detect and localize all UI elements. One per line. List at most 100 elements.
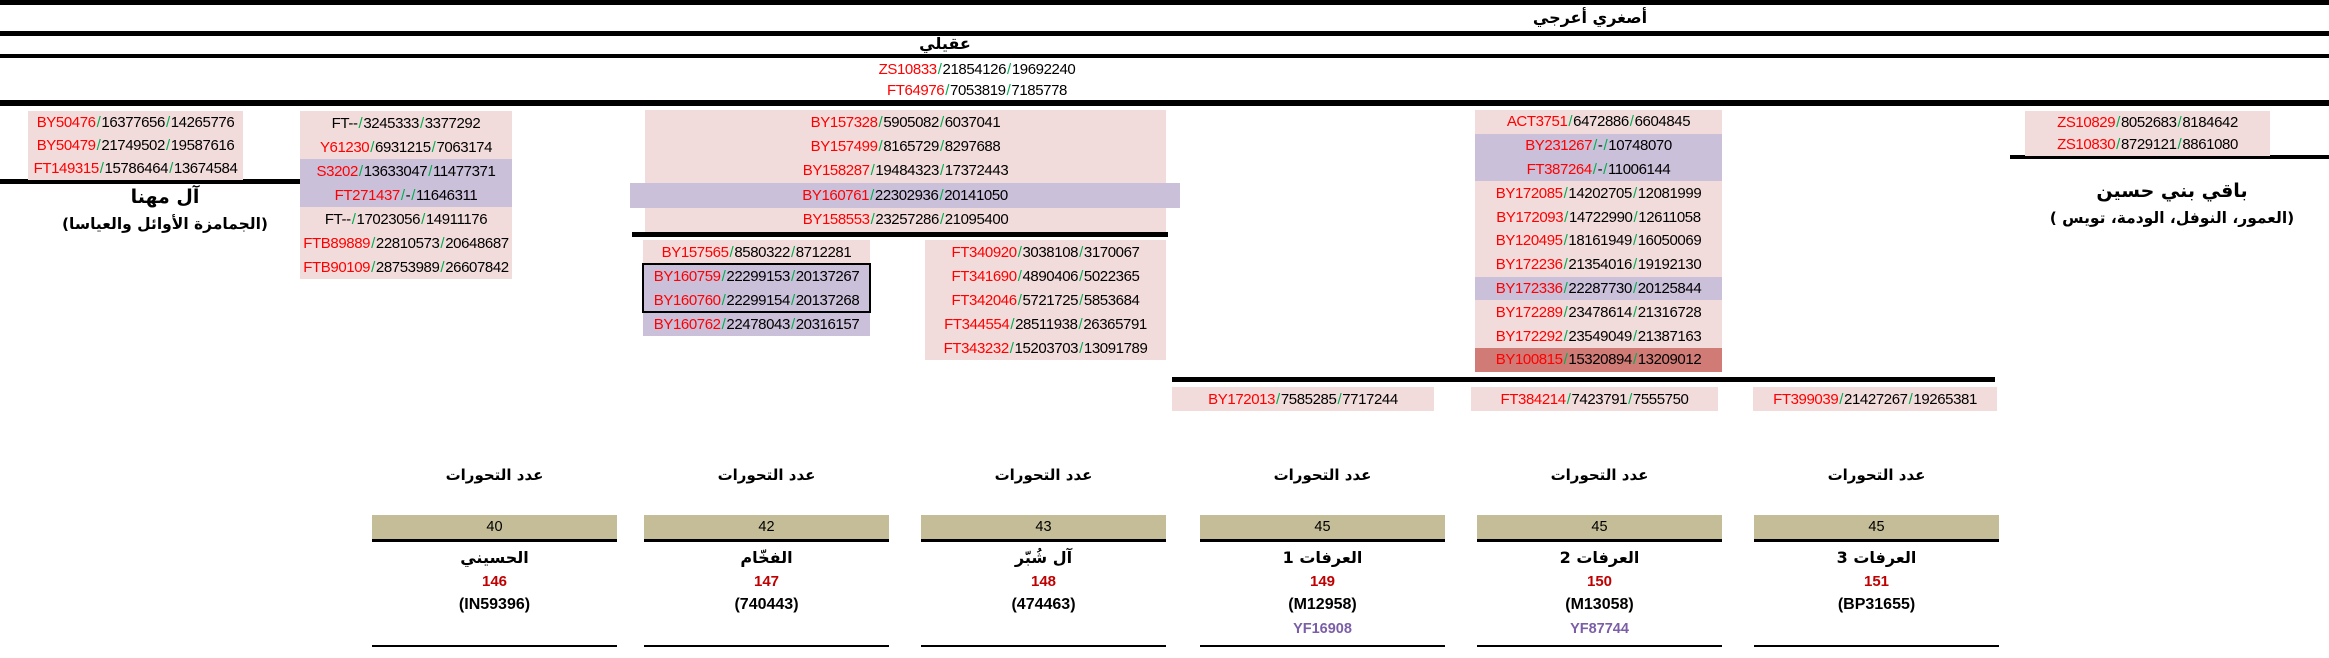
kit-number: (474463) (1011, 596, 1076, 613)
slash-separator: / (1603, 160, 1607, 178)
position-value: 20137268 (795, 291, 860, 309)
spacer (372, 492, 617, 515)
slash-separator: / (165, 114, 170, 131)
snp-row: FT399039/21427267/19265381 (1753, 387, 1997, 411)
snp-id: BY158553 (802, 211, 870, 229)
slash-separator: / (1563, 184, 1568, 202)
position-value: 13209012 (1637, 351, 1702, 369)
slash-separator: / (1592, 160, 1597, 178)
caption-bani-hussein: باقي بني حسين (العمور، النوفل، الودمة، ت… (2015, 180, 2329, 227)
position-value: 22287730 (1568, 279, 1632, 297)
snp-id: BY172013 (1208, 390, 1276, 408)
slash-separator: / (1563, 351, 1568, 369)
snp-id: FT149315 (33, 160, 100, 177)
snp-row: BY172336/22287730/20125844 (1475, 276, 1722, 301)
yfull-id (372, 618, 617, 643)
position-value: 14911176 (425, 210, 488, 228)
header-clan-label: عقيلي (919, 34, 971, 53)
snp-row: BY160760/22299154/20137268 (643, 288, 870, 312)
snp-row: FT64976/7053819/7185778 (827, 80, 1127, 101)
slash-separator: / (1632, 279, 1637, 297)
slash-separator: / (2177, 113, 2182, 131)
slash-separator: / (790, 291, 795, 309)
position-value: 3377292 (424, 114, 481, 132)
lineage-column-1: عدد التحورات 40 الحسيني 146 (IN59396) (372, 462, 617, 647)
snp-block-middle: BY157328/5905082/6037041 BY157499/8165729… (630, 110, 1180, 232)
position-value: 11477371 (433, 162, 496, 180)
slash-separator: / (358, 162, 363, 180)
caption-mahanna-title: آل مهنا (130, 186, 200, 208)
slash-separator: / (939, 186, 944, 204)
snp-id: FT64976 (886, 82, 945, 99)
spacer (1754, 492, 1999, 515)
slash-separator: / (878, 113, 883, 131)
snp-row: FT--/3245333/3377292 (300, 111, 512, 135)
position-value: 8712281 (795, 243, 852, 261)
slash-separator: / (99, 160, 104, 177)
yfull-id (921, 618, 1166, 643)
lineage-column-6: عدد التحورات 45 العرفات 3 151 (BP31655) (1754, 462, 1999, 647)
slash-separator: / (2177, 136, 2182, 154)
slash-separator: / (371, 258, 375, 276)
snp-row: BY157499/8165729/8297688 (645, 134, 1166, 159)
spacer (644, 492, 889, 515)
snp-row: FT341690/4890406/5022365 (925, 264, 1166, 288)
snp-id: BY157499 (810, 138, 878, 156)
position-value: 13633047 (363, 162, 428, 180)
mutation-count-value: 45 (1477, 515, 1722, 542)
position-value: 20648687 (445, 234, 509, 252)
kit-number: (IN59396) (458, 596, 531, 613)
cumulative-number: 150 (1586, 573, 1613, 590)
position-value: 28511938 (1015, 315, 1078, 333)
snp-row: ACT3751/6472886/6604845 (1475, 110, 1722, 134)
position-value: 8165729 (883, 138, 939, 156)
divider-line-act-bottom (1172, 377, 1995, 382)
slash-separator: / (440, 258, 445, 276)
snp-row: BY172093/14722990/12611058 (1475, 205, 1722, 229)
slash-separator: / (165, 137, 170, 154)
snp-block-right: ZS10829/8052683/8184642 ZS10830/8729121/8… (2025, 111, 2270, 156)
snp-id: BY160760 (653, 291, 721, 309)
cumulative-number: 148 (1030, 573, 1057, 590)
position-value: 21354016 (1568, 256, 1632, 274)
position-value: 20141050 (944, 186, 1008, 204)
snp-row: FTB90109/28753989/26607842 (300, 255, 512, 279)
divider-line-right (2010, 155, 2329, 159)
position-value: 4890406 (1022, 267, 1079, 285)
slash-separator: / (1017, 291, 1022, 309)
mutation-count-value: 42 (644, 515, 889, 542)
position-value: 6037041 (944, 113, 1001, 131)
position-value: 21095400 (944, 211, 1009, 229)
snp-id: BY172336 (1495, 279, 1563, 297)
lineage-name: آل شُبّر (1014, 548, 1073, 567)
slash-separator: / (428, 162, 433, 180)
snp-block-act: ACT3751/6472886/6604845 BY231267/-/107480… (1475, 110, 1722, 372)
mutation-count-value: 40 (372, 515, 617, 542)
position-value: 13674584 (173, 160, 238, 177)
slash-separator: / (790, 267, 795, 285)
position-value: 10748070 (1608, 137, 1672, 155)
snp-id: BY157565 (661, 243, 729, 261)
cumulative-number: 151 (1863, 573, 1890, 590)
snp-id: BY50476 (36, 114, 96, 131)
slash-separator: / (1566, 390, 1571, 408)
slash-separator: / (1009, 339, 1014, 357)
position-value: 16050069 (1637, 232, 1702, 250)
lineage-name: العرفات 2 (1559, 548, 1640, 567)
slash-separator: / (1563, 232, 1568, 250)
position-value: 13091789 (1083, 339, 1148, 357)
slash-separator: / (1633, 208, 1638, 226)
position-value: 7053819 (950, 82, 1006, 99)
position-value: - (1597, 137, 1603, 155)
snp-id: BY172085 (1495, 184, 1563, 202)
slash-separator: / (400, 186, 405, 204)
kit-number: (740443) (734, 596, 799, 613)
position-value: 21316728 (1637, 303, 1702, 321)
slash-separator: / (1603, 137, 1608, 155)
snp-row: BY231267/-/10748070 (1475, 133, 1722, 158)
position-value: 26365791 (1083, 315, 1147, 333)
snp-block-single-1: BY172013/7585285/7717244 (1172, 387, 1434, 411)
position-value: - (405, 186, 411, 204)
slash-separator: / (721, 315, 726, 333)
spacer (1200, 492, 1445, 515)
